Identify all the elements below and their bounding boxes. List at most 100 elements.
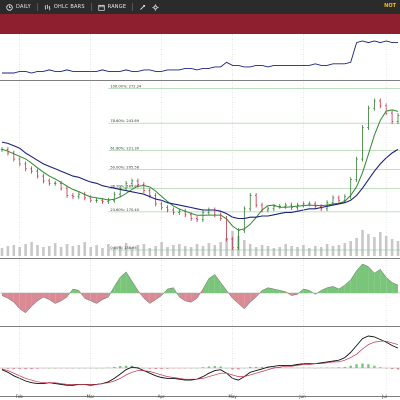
chart-style-button[interactable]: OHLC BARS	[44, 4, 85, 11]
volume-bar	[225, 238, 228, 256]
volume-bar	[243, 240, 246, 256]
momentum-area	[268, 287, 274, 293]
volume-bar	[166, 247, 169, 256]
volume-bar	[337, 245, 341, 256]
volume-bar	[124, 243, 128, 256]
macd-histogram-bar	[36, 368, 39, 369]
top-indicator-pane	[2, 40, 398, 74]
volume-bar	[101, 248, 104, 256]
momentum-area	[262, 287, 268, 293]
macd-histogram-bar	[379, 367, 382, 368]
momentum-area	[114, 277, 121, 293]
momentum-area	[37, 293, 44, 301]
momentum-area	[232, 293, 239, 304]
volume-bar	[384, 236, 388, 256]
macd-histogram-bar	[396, 368, 400, 370]
fib-level-label: 0.00%: 138.95	[110, 246, 136, 250]
volume-bar	[148, 248, 152, 256]
chart-area: 100.00%: 272.24 78.60%: 243.69 61.80%: 221…	[0, 34, 400, 399]
momentum-area	[386, 277, 393, 293]
macd-histogram-bar	[30, 368, 33, 370]
macd-histogram-bar	[272, 367, 276, 368]
momentum-area	[380, 269, 387, 293]
momentum-area	[191, 293, 197, 303]
volume-bar	[136, 245, 140, 256]
fib-level-label: 61.80%: 221.30	[110, 146, 139, 150]
volume-bar	[355, 238, 358, 256]
volume-bar	[207, 243, 211, 256]
interval-label: DAILY	[16, 4, 31, 10]
momentum-area	[203, 278, 209, 293]
momentum-area	[43, 293, 50, 300]
volume-bar	[278, 247, 282, 256]
momentum-area	[49, 293, 56, 304]
interval-button[interactable]: DAILY	[6, 3, 31, 11]
momentum-line	[1, 263, 399, 314]
momentum-area	[167, 287, 174, 293]
macd-histogram-bar	[349, 365, 352, 368]
volume-bar	[6, 246, 10, 256]
momentum-area	[72, 289, 79, 293]
momentum-area	[256, 290, 263, 297]
volume-bar	[314, 246, 317, 256]
title-band	[0, 14, 400, 34]
momentum-area	[214, 274, 221, 293]
macd-histogram-bar	[119, 366, 122, 368]
momentum-area	[368, 266, 375, 293]
macd-histogram-bar	[24, 368, 27, 370]
volume-bar	[89, 247, 92, 256]
fib-level-label: 78.60%: 243.69	[110, 119, 139, 123]
volume-bar	[24, 244, 27, 256]
toolbar-divider	[132, 3, 134, 11]
macd-histogram-bar	[260, 366, 264, 368]
momentum-area	[149, 293, 156, 304]
momentum-area	[126, 271, 132, 293]
momentum-area	[327, 286, 333, 293]
volume-bar	[361, 230, 364, 256]
volume-bar	[373, 237, 376, 256]
volume-bar	[118, 246, 122, 256]
volume-bar	[219, 242, 222, 256]
top-indicator-line	[2, 40, 398, 74]
volume-bar	[160, 242, 163, 256]
momentum-area	[61, 293, 67, 301]
macd-histogram-bar	[367, 364, 370, 368]
momentum-area	[143, 293, 150, 304]
sma-fast-line	[1, 109, 399, 231]
range-button[interactable]: RANGE	[98, 4, 126, 11]
macd-histogram-bar	[154, 368, 157, 370]
macd-histogram-bar	[113, 366, 116, 368]
volume-bar	[12, 245, 16, 256]
volume-bar	[308, 248, 311, 256]
volume-bar	[36, 245, 39, 256]
volume-bar	[390, 239, 394, 256]
macd-histogram-bar	[343, 366, 346, 368]
macd-histogram-bar	[355, 364, 358, 368]
volume-bar	[331, 246, 335, 256]
volume-bar	[266, 246, 270, 256]
chart-style-label: OHLC BARS	[53, 4, 85, 10]
macd-signal-line	[1, 340, 399, 385]
momentum-area	[279, 290, 286, 293]
volume-bar	[260, 245, 264, 256]
volume-bar	[296, 247, 299, 256]
notice-badge[interactable]: NOT	[384, 3, 396, 9]
momentum-area	[238, 293, 245, 309]
momentum-area	[25, 293, 32, 313]
volume-bar	[379, 232, 382, 256]
momentum-area	[120, 271, 127, 293]
momentum-area	[344, 279, 351, 293]
momentum-area	[102, 293, 109, 300]
volume-bar	[77, 245, 81, 256]
momentum-area	[362, 264, 369, 293]
toolbar-divider	[90, 3, 92, 11]
settings-icon[interactable]	[152, 3, 159, 11]
macd-histogram-bar	[278, 367, 281, 368]
macd-histogram-bar	[237, 368, 240, 370]
momentum-pane	[0, 263, 400, 314]
macd-histogram-bar	[6, 368, 10, 369]
draw-tools-icon[interactable]	[139, 4, 146, 11]
macd-histogram-bar	[136, 366, 140, 368]
price-pane: 100.00%: 272.24 78.60%: 243.69 61.80%: 221…	[0, 85, 400, 256]
macd-pane	[0, 335, 400, 386]
